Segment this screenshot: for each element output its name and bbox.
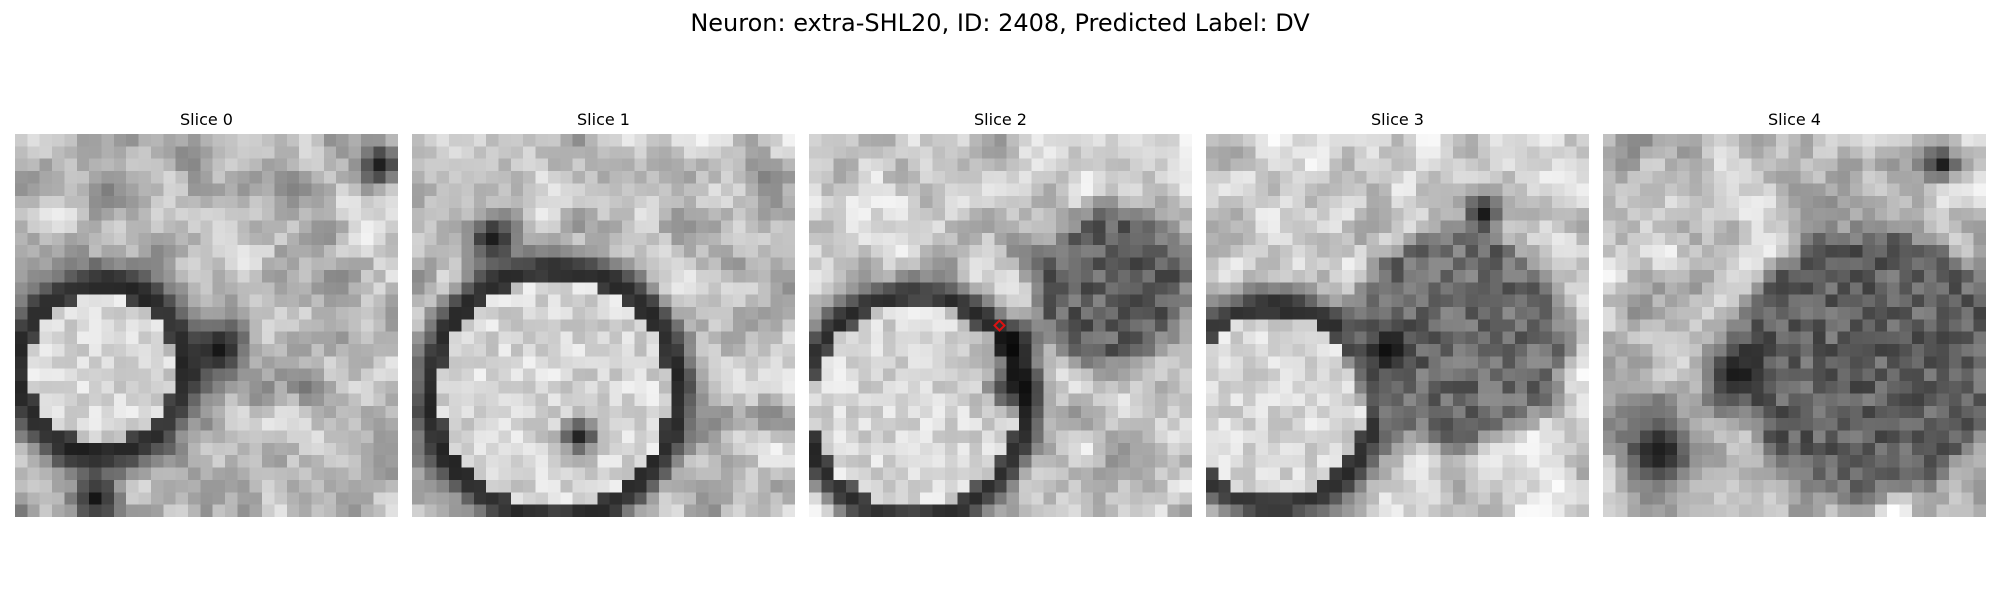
slice-image-2 xyxy=(809,134,1192,517)
panel-title-slice-3: Slice 3 xyxy=(1371,110,1424,129)
panel-title-slice-0: Slice 0 xyxy=(180,110,233,129)
panel-title-slice-2: Slice 2 xyxy=(974,110,1027,129)
slice-image-1 xyxy=(412,134,795,517)
slice-image-3 xyxy=(1206,134,1589,517)
panel-title-slice-4: Slice 4 xyxy=(1768,110,1821,129)
slice-image-4 xyxy=(1603,134,1986,517)
figure-title: Neuron: extra-SHL20, ID: 2408, Predicted… xyxy=(690,9,1310,37)
panel-title-slice-1: Slice 1 xyxy=(577,110,630,129)
slice-image-0 xyxy=(15,134,398,517)
